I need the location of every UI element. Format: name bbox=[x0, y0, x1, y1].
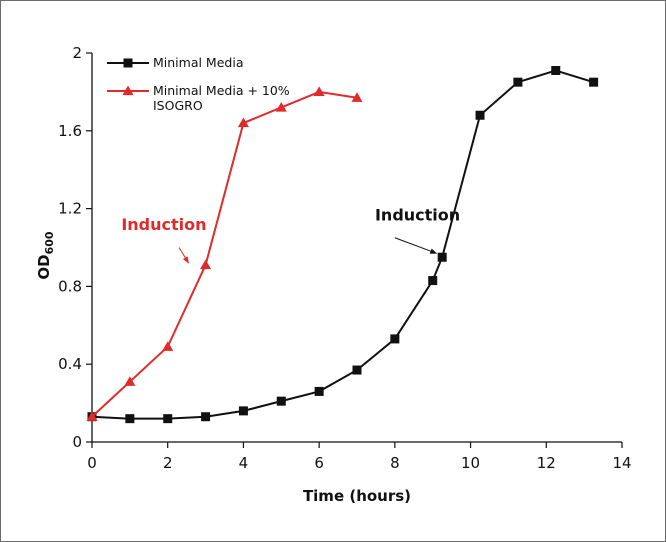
series-layer bbox=[86, 66, 599, 424]
series-line bbox=[91, 90, 358, 418]
y-tick-label: 1.2 bbox=[58, 200, 82, 218]
data-point bbox=[475, 110, 485, 120]
y-axis-title-main: OD bbox=[35, 254, 53, 279]
data-point bbox=[86, 411, 98, 421]
data-point bbox=[275, 101, 287, 112]
legend-swatch-marker bbox=[122, 85, 134, 96]
y-tick-label: 0 bbox=[72, 433, 82, 451]
x-tick-label: 12 bbox=[537, 454, 556, 472]
data-point bbox=[200, 259, 212, 270]
annotation-arrow bbox=[394, 237, 438, 254]
legend-entry: Minimal Media + 10%ISOGRO bbox=[107, 83, 290, 113]
x-tick-label: 6 bbox=[314, 454, 324, 472]
y-tick-label: 1.6 bbox=[58, 122, 82, 140]
annotations: Induction Induction bbox=[121, 205, 460, 264]
x-ticks: 0 2 4 6 8 10 12 14 bbox=[87, 442, 632, 472]
data-point bbox=[162, 341, 174, 351]
data-point bbox=[352, 365, 362, 375]
axes bbox=[91, 53, 622, 443]
data-point bbox=[551, 66, 561, 76]
data-point bbox=[125, 414, 135, 424]
y-tick-label: 0.4 bbox=[58, 355, 82, 373]
x-tick-label: 2 bbox=[163, 454, 173, 472]
series-minimal-media bbox=[87, 66, 599, 424]
x-tick-label: 8 bbox=[390, 454, 400, 472]
y-axis-title-subscript: 600 bbox=[43, 231, 56, 254]
x-tick-label: 10 bbox=[461, 454, 480, 472]
annotation-induction: Induction bbox=[121, 215, 206, 234]
data-point bbox=[314, 386, 324, 396]
y-tick-label: 0.8 bbox=[58, 277, 82, 295]
legend-entry: Minimal Media bbox=[107, 55, 243, 70]
data-point bbox=[276, 396, 286, 406]
legend-label: Minimal Media + 10% bbox=[153, 83, 290, 98]
series-minimal-media-isogro bbox=[86, 86, 363, 421]
x-tick-label: 14 bbox=[612, 454, 631, 472]
data-point bbox=[513, 77, 523, 87]
series-line bbox=[91, 69, 594, 420]
legend-swatch-marker bbox=[123, 58, 133, 68]
legend-label: Minimal Media bbox=[153, 55, 243, 70]
legend: Minimal Media Minimal Media + 10%ISOGRO bbox=[107, 55, 290, 113]
data-point bbox=[428, 276, 438, 286]
data-point bbox=[124, 376, 136, 386]
data-point bbox=[351, 92, 363, 102]
data-point bbox=[437, 252, 447, 262]
y-ticks: 0 0.4 0.8 1.2 1.6 2 bbox=[58, 44, 92, 451]
x-tick-label: 4 bbox=[239, 454, 249, 472]
data-point bbox=[201, 412, 211, 422]
legend-label: ISOGRO bbox=[153, 98, 203, 113]
y-tick-label: 2 bbox=[72, 44, 82, 62]
data-point bbox=[163, 414, 173, 424]
data-point bbox=[237, 117, 249, 128]
data-point bbox=[390, 334, 400, 344]
annotation-arrow bbox=[178, 247, 189, 264]
data-point bbox=[313, 86, 325, 97]
x-axis-title: Time (hours) bbox=[303, 487, 411, 505]
x-tick-label: 0 bbox=[87, 454, 97, 472]
annotation-induction: Induction bbox=[375, 205, 460, 224]
y-axis-title: OD600 bbox=[35, 231, 56, 280]
data-point bbox=[589, 77, 599, 87]
data-point bbox=[238, 406, 248, 416]
